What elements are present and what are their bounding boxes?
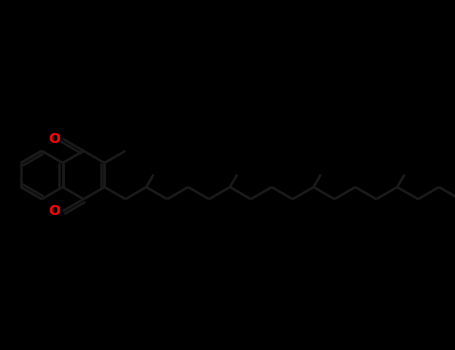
Text: O: O — [49, 132, 61, 146]
Text: O: O — [49, 204, 61, 218]
